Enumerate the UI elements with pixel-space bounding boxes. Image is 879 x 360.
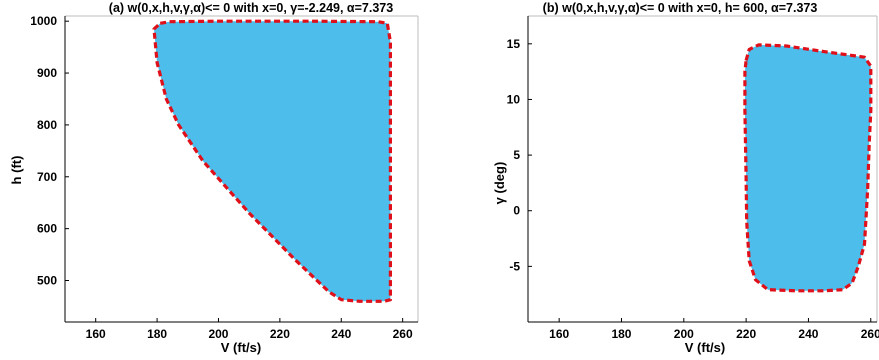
panel-b-y-label: γ (deg): [492, 162, 507, 205]
panel-a-x-tick-label: 200: [208, 327, 228, 341]
panel-b-y-tick-label: 15: [507, 37, 521, 51]
panel-b-plot-area: [743, 43, 873, 293]
panel-a-y-tick-label: 500: [37, 274, 57, 288]
panel-a-plot-area: [152, 19, 392, 303]
panel-a-region-boundary: [152, 19, 392, 303]
panel-a-x-tick-label: 160: [86, 327, 106, 341]
panel-a: (a) w(0,x,h,v,γ,α)<= 0 with x=0, γ=-2.24…: [9, 1, 419, 355]
panel-a-y-tick-label: 1000: [30, 14, 57, 28]
panel-b-y-tick-label: 5: [513, 148, 520, 162]
panel-a-y-ticks: 500 600 700 800 900 1000: [30, 14, 69, 288]
panel-a-x-tick-label: 180: [147, 327, 167, 341]
panel-b-y-tick-label: 10: [507, 92, 521, 106]
panel-a-y-tick-label: 700: [37, 170, 57, 184]
panel-b: (b) w(0,x,h,v,γ,α)<= 0 with x=0, h= 600,…: [492, 1, 879, 355]
panel-a-x-tick-label: 260: [393, 327, 413, 341]
panel-b-x-tick-label: 240: [798, 327, 818, 341]
panel-a-x-tick-label: 240: [331, 327, 351, 341]
panel-a-y-label: h (ft): [9, 156, 24, 185]
panel-a-y-tick-label: 900: [37, 66, 57, 80]
panel-b-x-tick-label: 260: [861, 327, 879, 341]
panel-b-y-tick-label: -5: [509, 259, 520, 273]
panel-b-feasible-region: [744, 44, 871, 291]
panel-b-region-boundary: [743, 43, 873, 293]
panel-a-y-tick-label: 800: [37, 118, 57, 132]
panel-a-title: (a) w(0,x,h,v,γ,α)<= 0 with x=0, γ=-2.24…: [109, 1, 393, 15]
panel-b-x-tick-label: 160: [549, 327, 569, 341]
panel-a-feasible-region: [154, 21, 391, 302]
panel-b-x-tick-label: 220: [736, 327, 756, 341]
panel-a-x-tick-label: 220: [270, 327, 290, 341]
panel-a-y-tick-label: 600: [37, 222, 57, 236]
panel-b-x-tick-label: 200: [674, 327, 694, 341]
panel-b-y-ticks: -5 0 5 10 15: [507, 37, 532, 273]
panel-b-title: (b) w(0,x,h,v,γ,α)<= 0 with x=0, h= 600,…: [543, 1, 818, 15]
panel-a-x-label: V (ft/s): [221, 340, 261, 355]
panel-a-x-ticks: 160 180 200 220 240 260: [86, 318, 413, 341]
panel-b-x-tick-label: 180: [611, 327, 631, 341]
panel-b-x-ticks: 160 180 200 220 240 260: [549, 318, 879, 341]
panel-b-y-tick-label: 0: [513, 204, 520, 218]
panel-b-x-label: V (ft/s): [685, 340, 725, 355]
